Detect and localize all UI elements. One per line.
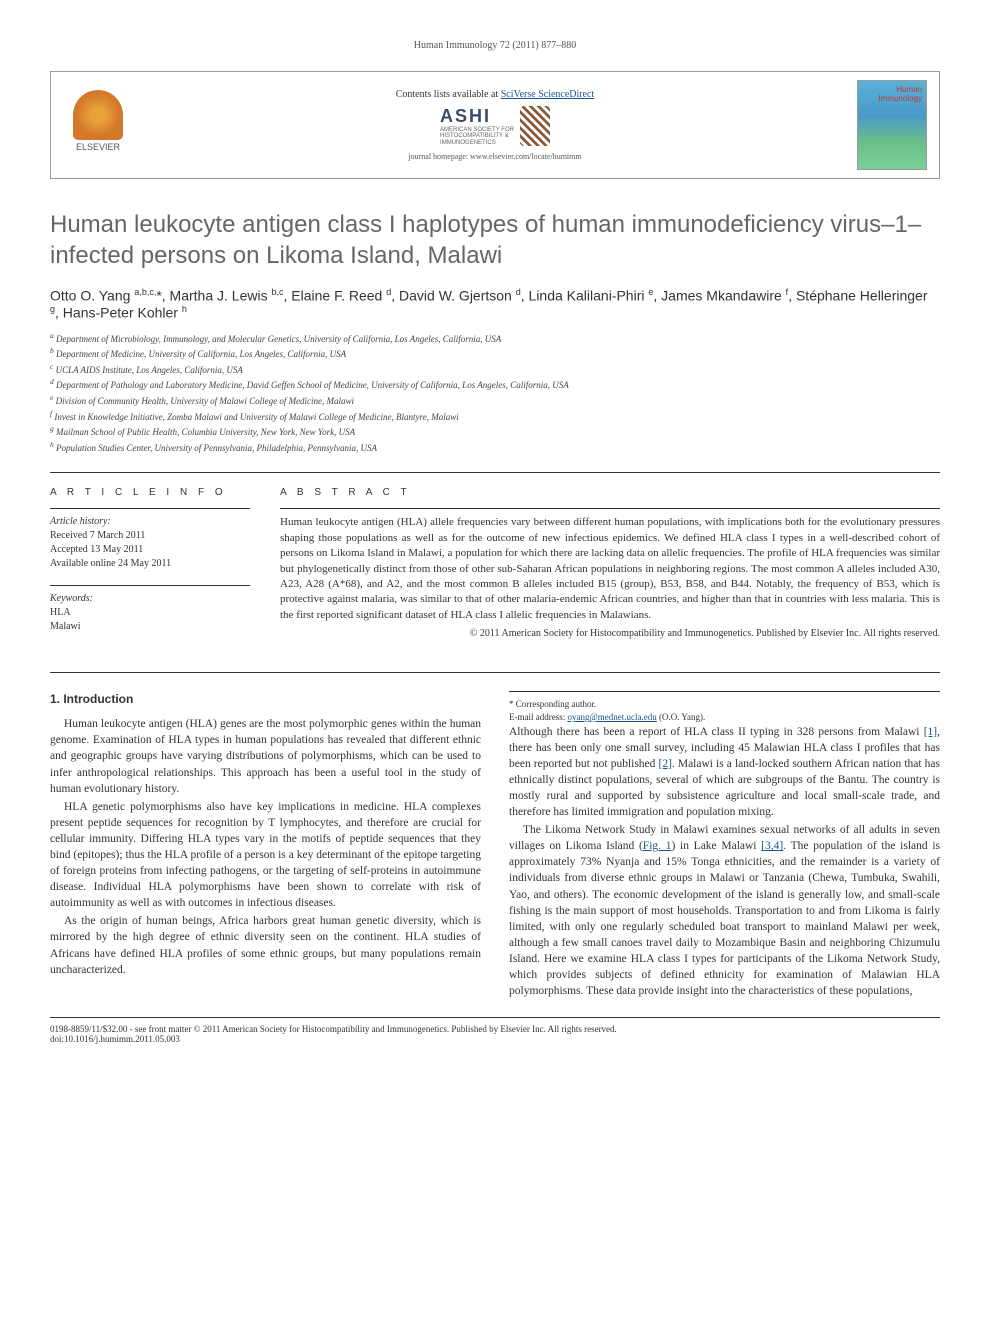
footer-line-2: doi:10.1016/j.humimm.2011.05.003 <box>50 1034 940 1044</box>
info-abstract-row: A R T I C L E I N F O Article history: R… <box>50 472 940 648</box>
intro-heading: 1. Introduction <box>50 691 481 708</box>
ashi-text-block: ASHI AMERICAN SOCIETY FOR HISTOCOMPATIBI… <box>440 106 514 147</box>
keyword-1: HLA <box>50 606 250 620</box>
elsevier-tree-icon <box>73 90 123 140</box>
section-divider <box>50 672 940 673</box>
affiliation-2: c UCLA AIDS Institute, Los Angeles, Cali… <box>50 362 940 377</box>
cover-title-2: Immunology <box>878 94 922 103</box>
keywords-label: Keywords: <box>50 592 250 606</box>
affiliation-0: a Department of Microbiology, Immunology… <box>50 331 940 346</box>
dna-helix-icon <box>520 106 550 146</box>
online-date: Available online 24 May 2011 <box>50 557 250 571</box>
footer-line-1: 0198-8859/11/$32.00 - see front matter ©… <box>50 1024 940 1034</box>
affiliation-4: e Division of Community Health, Universi… <box>50 393 940 408</box>
journal-cover-thumbnail: Human Immunology <box>857 80 927 170</box>
corresponding-email-line: E-mail address: oyang@mednet.ucla.edu (O… <box>509 711 940 724</box>
abstract-text: Human leukocyte antigen (HLA) allele fre… <box>280 508 940 640</box>
journal-header-box: ELSEVIER Contents lists available at Sci… <box>50 71 940 179</box>
affiliation-5: f Invest in Knowledge Initiative, Zomba … <box>50 409 940 424</box>
intro-p4: Although there has been a report of HLA … <box>509 724 940 821</box>
ashi-block: ASHI AMERICAN SOCIETY FOR HISTOCOMPATIBI… <box>440 106 550 147</box>
contents-available-line: Contents lists available at SciVerse Sci… <box>133 89 857 100</box>
keywords-block: Keywords: HLA Malawi <box>50 585 250 634</box>
ref-3-4-link[interactable]: [3,4] <box>761 840 783 852</box>
page-root: Human Immunology 72 (2011) 877–880 ELSEV… <box>0 0 990 1084</box>
corresponding-author-block: * Corresponding author. E-mail address: … <box>509 691 940 723</box>
affiliation-7: h Population Studies Center, University … <box>50 440 940 455</box>
affiliation-3: d Department of Pathology and Laboratory… <box>50 377 940 392</box>
fig-1-link[interactable]: Fig. 1 <box>643 840 672 852</box>
article-title: Human leukocyte antigen class I haplotyp… <box>50 209 940 271</box>
intro-p3: As the origin of human beings, Africa ha… <box>50 913 481 977</box>
header-center: Contents lists available at SciVerse Sci… <box>133 89 857 162</box>
accepted-date: Accepted 13 May 2011 <box>50 543 250 557</box>
affiliations-block: a Department of Microbiology, Immunology… <box>50 331 940 455</box>
corresponding-email-link[interactable]: oyang@mednet.ucla.edu <box>567 712 656 722</box>
sciencedirect-link[interactable]: SciVerse ScienceDirect <box>501 89 595 100</box>
ashi-sub2: HISTOCOMPATIBILITY & <box>440 133 514 140</box>
contents-prefix: Contents lists available at <box>396 89 501 100</box>
intro-p1: Human leukocyte antigen (HLA) genes are … <box>50 716 481 796</box>
intro-p5: The Likoma Network Study in Malawi exami… <box>509 822 940 999</box>
abstract-body: Human leukocyte antigen (HLA) allele fre… <box>280 516 940 620</box>
received-date: Received 7 March 2011 <box>50 529 250 543</box>
ashi-name: ASHI <box>440 106 514 127</box>
email-label: E-mail address: <box>509 712 567 722</box>
authors-line: Otto O. Yang a,b,c,*, Martha J. Lewis b,… <box>50 287 940 320</box>
ref-1-link[interactable]: [1] <box>924 726 937 738</box>
running-head: Human Immunology 72 (2011) 877–880 <box>50 40 940 51</box>
body-columns: 1. Introduction Human leukocyte antigen … <box>50 691 940 999</box>
cover-title: Human Immunology <box>878 85 922 103</box>
ashi-sub3: IMMUNOGENETICS <box>440 140 514 147</box>
journal-homepage: journal homepage: www.elsevier.com/locat… <box>133 152 857 161</box>
affiliation-1: b Department of Medicine, University of … <box>50 346 940 361</box>
abstract-copyright: © 2011 American Society for Histocompati… <box>280 627 940 640</box>
ashi-sub1: AMERICAN SOCIETY FOR <box>440 127 514 134</box>
p5c: . The population of the island is approx… <box>509 840 940 997</box>
affiliation-6: g Mailman School of Public Health, Colum… <box>50 424 940 439</box>
p5b: ) in Lake Malawi <box>671 840 761 852</box>
cover-title-1: Human <box>878 85 922 94</box>
keyword-2: Malawi <box>50 620 250 634</box>
abstract-label: A B S T R A C T <box>280 487 940 498</box>
ashi-logo-row: ASHI AMERICAN SOCIETY FOR HISTOCOMPATIBI… <box>440 106 550 147</box>
email-suffix: (O.O. Yang). <box>657 712 706 722</box>
abstract-column: A B S T R A C T Human leukocyte antigen … <box>280 487 940 648</box>
p4a: Although there has been a report of HLA … <box>509 726 924 738</box>
intro-p2: HLA genetic polymorphisms also have key … <box>50 799 481 912</box>
elsevier-logo: ELSEVIER <box>63 90 133 160</box>
history-label: Article history: <box>50 515 250 529</box>
page-footer: 0198-8859/11/$32.00 - see front matter ©… <box>50 1017 940 1044</box>
article-history-block: Article history: Received 7 March 2011 A… <box>50 508 250 571</box>
elsevier-label: ELSEVIER <box>76 142 120 152</box>
ref-2-link[interactable]: [2] <box>658 758 671 770</box>
corresponding-label: * Corresponding author. <box>509 698 940 711</box>
article-info-label: A R T I C L E I N F O <box>50 487 250 498</box>
article-info-column: A R T I C L E I N F O Article history: R… <box>50 487 250 648</box>
